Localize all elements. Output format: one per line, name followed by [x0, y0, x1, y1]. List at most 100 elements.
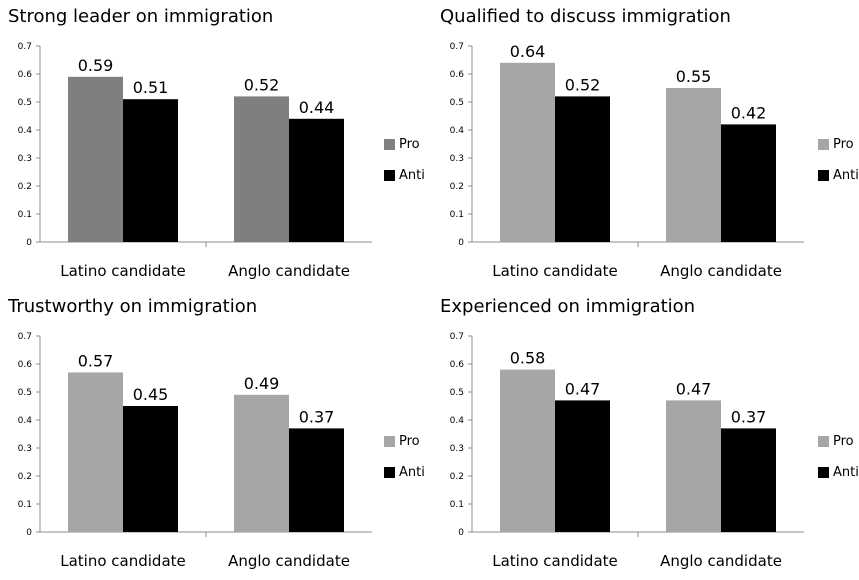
chart-panel-experienced: Experienced on immigration 0 0.1 0.2 0.3 0.4… — [432, 290, 859, 580]
x-category-label: Anglo candidate — [660, 552, 782, 570]
y-tick-label: 0.7 — [450, 42, 464, 52]
y-tick-label: 0.1 — [450, 500, 464, 510]
y-tick-label: 0 — [26, 238, 32, 248]
bar-pro — [500, 369, 555, 532]
chart-plot: 0 0.1 0.2 0.3 0.4 0.5 0.6 0.7 0.57 0.45 Latino can… — [18, 332, 372, 570]
y-tick-label: 0.4 — [18, 126, 33, 136]
data-label: 0.52 — [565, 75, 601, 94]
bar-pro — [500, 62, 555, 242]
y-tick-label: 0.2 — [18, 472, 32, 482]
x-category-label: Latino candidate — [60, 262, 186, 280]
legend-label-anti: Anti — [833, 167, 859, 183]
y-tick-label: 0.3 — [450, 444, 464, 454]
chart-title: Trustworthy on immigration — [8, 296, 258, 317]
bar-pro — [68, 76, 123, 242]
chart-legend: Pro Anti — [384, 433, 425, 495]
bar-anti — [721, 124, 776, 242]
y-tick-label: 0.3 — [450, 154, 464, 164]
legend-swatch-anti — [818, 169, 829, 181]
chart-legend: Pro Anti — [384, 136, 425, 198]
legend-swatch-pro — [384, 435, 395, 447]
legend-swatch-pro — [818, 138, 829, 150]
data-label: 0.45 — [133, 385, 169, 404]
data-label: 0.47 — [565, 379, 601, 398]
bar-pro — [68, 372, 123, 532]
data-label: 0.37 — [731, 407, 767, 426]
chart-panel-qualified: Qualified to discuss immigration 0 0.1 0.2… — [432, 0, 859, 290]
y-tick-label: 0.5 — [18, 98, 32, 108]
y-tick-label: 0.4 — [450, 416, 465, 426]
legend-label-anti: Anti — [399, 167, 425, 183]
x-category-label: Latino candidate — [60, 552, 186, 570]
y-tick-label: 0.6 — [18, 360, 33, 370]
legend-item-pro: Pro — [384, 433, 425, 449]
y-tick-label: 0.4 — [450, 126, 465, 136]
chart-legend: Pro Anti — [818, 433, 859, 495]
y-tick-label: 0.3 — [18, 154, 32, 164]
chart-panel-strong-leader: Strong leader on immigration 0 0.1 0.2 0.3 0… — [0, 0, 430, 290]
bar-pro — [666, 400, 721, 532]
x-category-label: Anglo candidate — [660, 262, 782, 280]
bar-pro — [666, 88, 721, 242]
chart-plot: 0 0.1 0.2 0.3 0.4 0.5 0.6 0.7 0.59 0.51 Latino can… — [18, 42, 372, 280]
y-tick-label: 0.7 — [18, 42, 32, 52]
bar-anti — [123, 406, 178, 532]
x-category-label: Anglo candidate — [228, 262, 350, 280]
legend-swatch-anti — [818, 466, 829, 478]
bar-anti — [289, 428, 344, 532]
x-category-label: Latino candidate — [492, 262, 618, 280]
y-tick-label: 0.6 — [18, 70, 33, 80]
data-label: 0.47 — [676, 379, 712, 398]
y-tick-label: 0.2 — [450, 182, 464, 192]
data-label: 0.44 — [299, 98, 335, 117]
data-label: 0.42 — [731, 103, 767, 122]
x-category-label: Anglo candidate — [228, 552, 350, 570]
y-tick-label: 0.3 — [18, 444, 32, 454]
chart-legend: Pro Anti — [818, 136, 859, 198]
legend-swatch-anti — [384, 466, 395, 478]
data-label: 0.58 — [510, 349, 546, 368]
y-tick-label: 0.2 — [18, 182, 32, 192]
bar-anti — [555, 96, 610, 243]
legend-item-pro: Pro — [384, 136, 425, 152]
data-label: 0.37 — [299, 407, 335, 426]
legend-swatch-pro — [384, 138, 395, 150]
legend-item-anti: Anti — [818, 464, 859, 480]
chart-title: Experienced on immigration — [440, 296, 696, 317]
y-tick-label: 0.4 — [18, 416, 33, 426]
legend-label-pro: Pro — [399, 433, 420, 449]
data-label: 0.49 — [244, 374, 280, 393]
data-label: 0.51 — [133, 78, 169, 97]
y-tick-label: 0.1 — [450, 210, 464, 220]
y-tick-label: 0 — [458, 238, 464, 248]
bar-anti — [555, 400, 610, 532]
y-tick-label: 0 — [26, 528, 32, 538]
legend-label-pro: Pro — [399, 136, 420, 152]
y-tick-label: 0.5 — [18, 388, 32, 398]
y-tick-label: 0.6 — [450, 70, 465, 80]
y-tick-label: 0.7 — [450, 332, 464, 342]
bar-pro — [234, 96, 289, 243]
legend-label-anti: Anti — [399, 464, 425, 480]
bar-pro — [234, 394, 289, 532]
bar-anti — [123, 99, 178, 242]
y-tick-label: 0.5 — [450, 98, 464, 108]
y-tick-label: 0.7 — [18, 332, 32, 342]
data-label: 0.59 — [78, 56, 114, 75]
y-tick-label: 0.2 — [450, 472, 464, 482]
chart-title: Qualified to discuss immigration — [440, 6, 731, 27]
y-tick-label: 0.6 — [450, 360, 465, 370]
legend-item-pro: Pro — [818, 433, 859, 449]
legend-item-anti: Anti — [818, 167, 859, 183]
y-tick-label: 0.5 — [450, 388, 464, 398]
chart-panel-trustworthy: Trustworthy on immigration 0 0.1 0.2 0.3 0.4… — [0, 290, 430, 580]
legend-label-pro: Pro — [833, 433, 854, 449]
legend-item-anti: Anti — [384, 167, 425, 183]
legend-item-pro: Pro — [818, 136, 859, 152]
data-label: 0.64 — [510, 42, 546, 61]
legend-label-anti: Anti — [833, 464, 859, 480]
chart-plot: 0 0.1 0.2 0.3 0.4 0.5 0.6 0.7 0.58 0.47 Latino can… — [450, 332, 804, 570]
legend-item-anti: Anti — [384, 464, 425, 480]
chart-title: Strong leader on immigration — [8, 6, 274, 27]
data-label: 0.57 — [78, 351, 114, 370]
